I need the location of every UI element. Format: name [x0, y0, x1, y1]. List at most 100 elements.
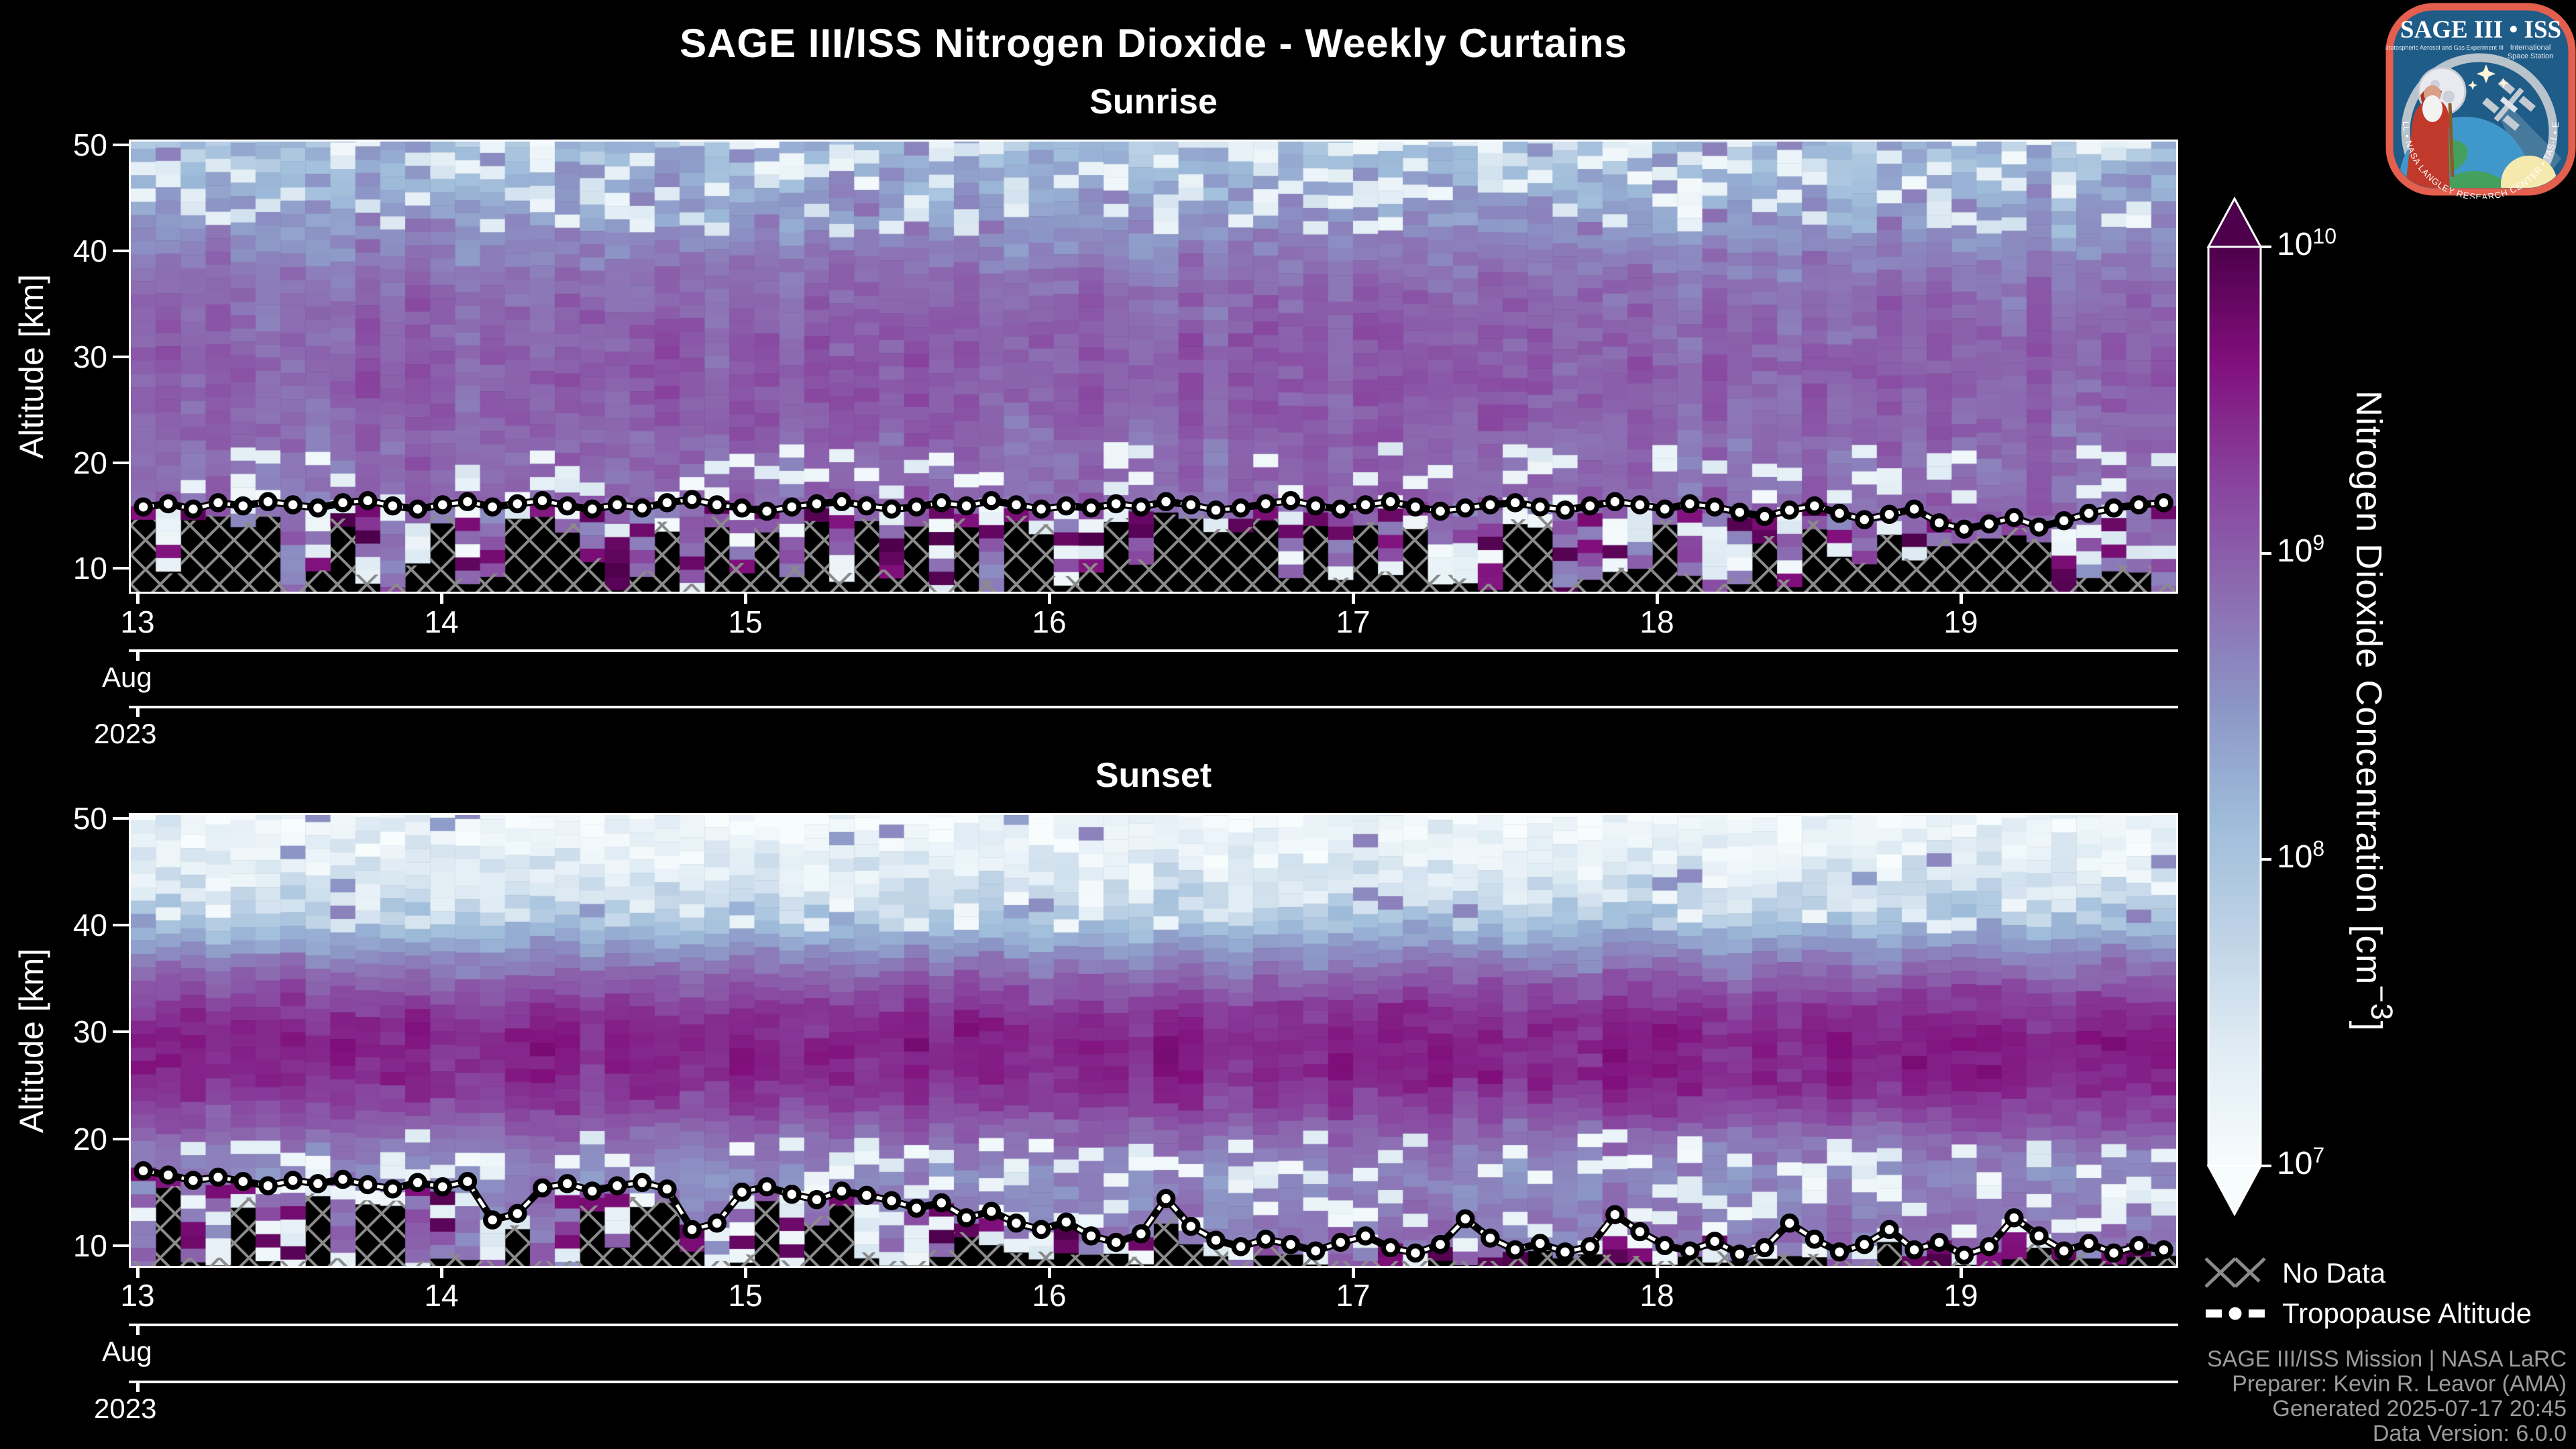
tropopause-marker: [283, 1171, 303, 1190]
y-tick-label: 10: [72, 551, 107, 586]
sunset-plot-area: [129, 813, 2178, 1268]
tropopause-marker: [1131, 1224, 1151, 1244]
tropopause-marker: [1456, 498, 1475, 518]
tropopause-marker: [1979, 514, 1999, 534]
no-data-hatch-region: [355, 1200, 380, 1266]
tropopause-marker: [433, 1177, 453, 1197]
x-axis-tick: [1960, 592, 1963, 604]
tropopause-marker: [1456, 1209, 1475, 1229]
tropopause-marker: [607, 495, 627, 515]
no-data-hatch-region: [131, 1260, 2176, 1266]
tropopause-marker: [1131, 497, 1151, 517]
tropopause-marker: [383, 496, 402, 516]
tropopause-marker: [1081, 1226, 1101, 1246]
tropopause-marker: [1605, 492, 1625, 512]
no-data-hatch-region: [504, 1225, 530, 1266]
tropopause-marker: [707, 495, 727, 515]
tropopause-marker: [1530, 497, 1550, 517]
logo-subtitle-right: International: [2510, 44, 2551, 52]
no-data-hatch-region: [504, 519, 530, 592]
tropopause-marker: [782, 1185, 802, 1204]
tropopause-marker: [233, 496, 253, 516]
tropopause-marker: [2054, 1241, 2074, 1260]
no-data-hatch-region: [1253, 518, 1279, 592]
tropopause-marker: [1680, 1241, 1700, 1260]
sunrise-panel-title: Sunrise: [1089, 83, 1218, 121]
tropopause-marker: [1181, 1216, 1201, 1236]
tropopause-marker: [657, 1179, 677, 1199]
no-data-hatch-region: [529, 517, 555, 592]
tropopause-marker: [1031, 1220, 1051, 1240]
no-data-hatch-region: [1503, 519, 1528, 592]
tropopause-legend-label: Tropopause Altitude: [2282, 1297, 2532, 1329]
tropopause-marker: [932, 493, 951, 513]
tropopause-marker: [832, 492, 851, 512]
y-tick-label: 30: [72, 339, 107, 374]
x-axis-tick: [1352, 1266, 1355, 1278]
tropopause-marker: [2104, 498, 2124, 518]
tropopause-marker: [907, 497, 926, 517]
no-data-hatch-region: [555, 523, 580, 592]
tropopause-legend-icon: [2206, 1302, 2265, 1325]
no-data-hatch-region: [1403, 523, 1428, 592]
no-data-hatch-region: [754, 523, 780, 592]
tropopause-marker: [508, 1203, 527, 1224]
footer-line: Preparer: Kevin R. Leavor (AMA): [2232, 1371, 2567, 1397]
y-axis-tick: [113, 1030, 129, 1034]
tropopause-marker: [857, 1185, 877, 1205]
year-axis-tick: [136, 1383, 140, 1392]
tropopause-marker: [1630, 495, 1650, 515]
tropopause-marker: [782, 497, 802, 517]
x-tick-label: 18: [1640, 604, 1674, 639]
no-data-hatch-region: [1802, 521, 1827, 592]
x-axis-tick: [1048, 592, 1051, 604]
tropopause-marker: [1780, 1214, 1799, 1233]
tropopause-marker: [1356, 1226, 1375, 1246]
tropopause-marker: [533, 1178, 552, 1198]
month-axis-tick: [136, 652, 140, 661]
colorbar-tick-label: 109: [2277, 531, 2325, 569]
tropopause-marker: [1929, 513, 1949, 533]
tropopause-marker: [1505, 493, 1525, 513]
no-data-hatch-region: [1951, 540, 1977, 592]
tropopause-marker: [981, 1201, 1002, 1222]
tropopause-marker: [458, 492, 478, 512]
tropopause-marker: [857, 496, 877, 516]
tropopause-marker: [258, 492, 278, 512]
tropopause-marker: [2054, 511, 2074, 531]
tropopause-marker: [1755, 506, 1774, 527]
x-tick-label: 16: [1032, 604, 1067, 639]
y-axis-tick: [113, 1137, 129, 1140]
footer-line: SAGE III/ISS Mission | NASA LaRC: [2206, 1346, 2567, 1372]
footer-line: Generated 2025-07-17 20:45: [2272, 1396, 2567, 1421]
x-axis-tick: [1960, 1266, 1963, 1278]
no-data-hatch-region: [854, 519, 879, 592]
tropopause-marker: [1580, 1237, 1600, 1256]
colorbar-top-arrow: [2206, 196, 2263, 248]
tropopause-marker: [807, 1190, 826, 1210]
tropopause-marker: [1755, 1238, 1774, 1258]
x-tick-label: 13: [120, 1278, 155, 1313]
sunset-panel-title: Sunset: [1095, 756, 1212, 795]
footer-credits: SAGE III/ISS Mission | NASA LaRC Prepare…: [2207, 1347, 2567, 1446]
no-data-hatch-region: [255, 514, 281, 592]
no-data-hatch-region: [131, 519, 156, 592]
no-data-hatch-region: [2001, 528, 2027, 592]
tropopause-line: [142, 496, 2164, 533]
tropopause-marker: [1231, 498, 1250, 518]
x-tick-label: 17: [1336, 604, 1371, 639]
tropopause-marker: [258, 1176, 278, 1195]
no-data-hatch-region: [1976, 536, 2002, 592]
logo-sun-icon: [2501, 156, 2557, 188]
tropopause-marker: [158, 494, 178, 514]
y-axis-tick: [113, 249, 129, 252]
tropopause-marker: [183, 1171, 203, 1190]
tropopause-marker: [1206, 500, 1226, 520]
no-data-hatch-region: [2026, 538, 2052, 592]
logo-stars: [2468, 64, 2509, 90]
tropopause-marker: [458, 1171, 478, 1191]
tropopause-marker: [1256, 1229, 1276, 1249]
tropopause-marker: [1405, 1243, 1426, 1263]
tropopause-marker: [1031, 499, 1051, 519]
y-axis-tick: [113, 461, 129, 464]
